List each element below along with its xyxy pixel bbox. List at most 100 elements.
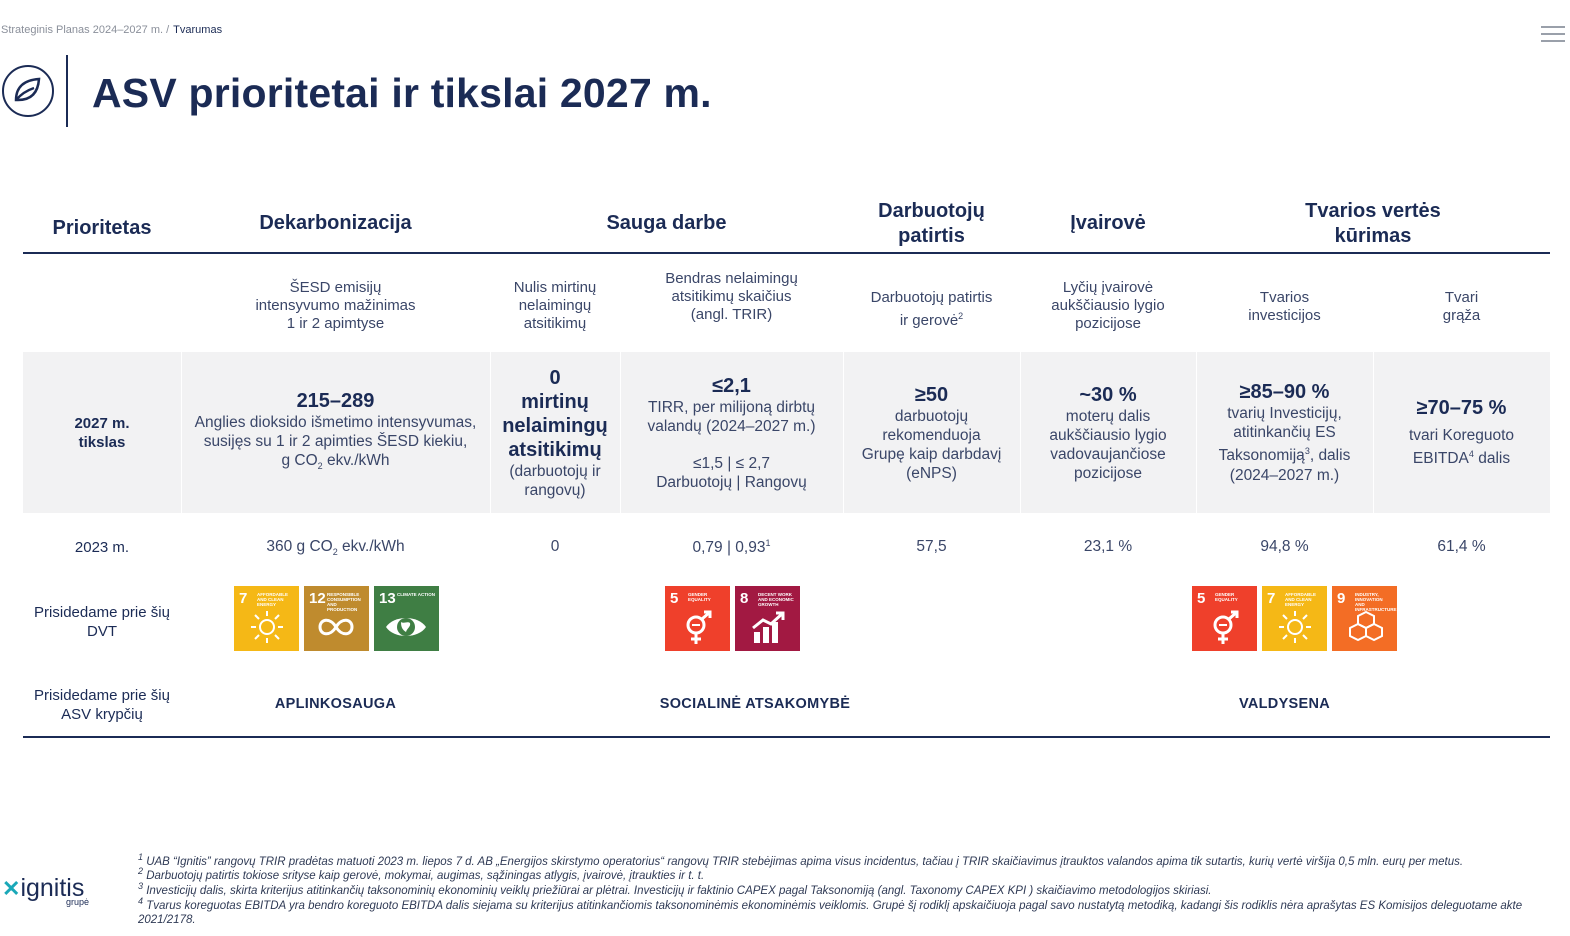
subheader-return-line: Tvari (1444, 289, 1479, 306)
target-gender-line: moterų dalis (1065, 407, 1151, 425)
ignitis-mark-icon: ✕ (2, 876, 21, 901)
target-fatal-line: rangovų) (524, 481, 586, 499)
target-trir-line: valandų (2024–2027 m.) (647, 417, 816, 435)
sdg-label-line: Prisidedame prie šių (34, 604, 170, 621)
sdg-title: AFFORDABLE AND CLEAN ENERGY (1285, 592, 1316, 607)
breadcrumb: Strateginis Planas 2024–2027 m. / Tvaruma… (1, 24, 222, 36)
unit-text: ekv./kWh (322, 451, 390, 469)
text: 0,79 | 0,93 (692, 539, 766, 557)
direction-governance: VALDYSENA (1238, 696, 1331, 712)
breadcrumb-parent[interactable]: Strateginis Planas 2024–2027 m. / (1, 24, 170, 36)
subheader-gender: Lyčių įvairovė aukščiausio lygio pozicij… (1020, 279, 1196, 333)
subheader-fatal-line: nelaimingų (518, 297, 592, 314)
hamburger-menu-icon[interactable] (1541, 26, 1565, 47)
target-fatal: 0 mirtinų nelaimingų atsitikimų (darbuot… (490, 352, 620, 513)
subheader-investments-line: Tvarios (1259, 289, 1310, 306)
actual-return: 61,4 % (1437, 538, 1486, 555)
breadcrumb-current[interactable]: Tvarumas (173, 24, 223, 36)
sdg-row-label: Prisidedame prie šių DVT (23, 603, 181, 641)
target-fatal-value: nelaimingų (502, 414, 608, 437)
target-experience-line: rekomenduoja (882, 426, 981, 444)
subheader-return: Tvari grąža (1373, 289, 1550, 325)
subheader-gender-line: Lyčių įvairovė (1062, 279, 1154, 296)
target-trir-split: ≤1,5 | ≤ 2,7 (692, 454, 771, 472)
text: Taksonomiją (1218, 447, 1305, 465)
footnote-number: 2 (138, 866, 144, 876)
header-priority: Prioritetas (52, 217, 152, 239)
target-investments-value: ≥85–90 % (1239, 381, 1330, 404)
footnote-text: Tvarus koreguotas EBITDA yra bendro kore… (138, 899, 1523, 927)
sdg-tile-5: 5 GENDER EQUALITY (1192, 586, 1257, 651)
target-trir-split-label: Darbuotojų | Rangovų (656, 473, 807, 491)
target-decarb-line: Anglies dioksido išmetimo intensyvumas, (194, 413, 477, 431)
sdg-tile-7: 7 AFFORDABLE AND CLEAN ENERGY (234, 586, 299, 651)
footnote-3: 3 Investicijų dalis, skirta kriterijus a… (138, 879, 1528, 898)
actual-row-label: 2023 m. (74, 539, 130, 556)
growth-chart-icon (752, 611, 785, 643)
target-fatal-value: atsitikimų (508, 438, 602, 461)
target-gender-value: ~30 % (1079, 383, 1137, 406)
column-separator (181, 352, 182, 513)
footnote-ref: 1 (765, 538, 771, 548)
target-experience-value: ≥50 (914, 383, 949, 406)
subheader-experience-line: Darbuotojų patirtis (870, 289, 993, 306)
title-divider (66, 55, 68, 127)
sdg-title: GENDER EQUALITY (1215, 592, 1238, 602)
subheader-investments-line: investicijos (1248, 307, 1321, 324)
target-return-line: tvari Koreguoto (1408, 427, 1515, 445)
target-gender-line: pozicijose (1073, 464, 1143, 482)
subheader-trir-line: (angl. TRIR) (690, 306, 773, 323)
target-experience-line: (eNPS) (906, 464, 957, 482)
sdg-tile-5: 5 GENDER EQUALITY (665, 586, 730, 651)
header-value-line1: Tvarios vertės (1305, 200, 1441, 222)
footnote-number: 3 (138, 881, 144, 891)
sdg-number: 5 (1197, 590, 1206, 607)
text: EBITDA (1412, 450, 1469, 468)
sun-icon (251, 611, 283, 643)
target-decarb-value: 215–289 (296, 389, 375, 412)
subheader-trir-line: atsitikimų skaičius (671, 288, 792, 305)
actual-gender: 23,1 % (1083, 538, 1133, 555)
unit-sub: 2 (317, 461, 323, 472)
sdg-title: AFFORDABLE AND CLEAN ENERGY (257, 592, 288, 607)
header-decarbonization: Dekarbonizacija (259, 212, 412, 234)
target-trir-line: TIRR, per milijoną dirbtų (647, 398, 816, 416)
target-return-value: ≥70–75 % (1416, 397, 1507, 420)
sdg-title: DECENT WORK AND ECONOMIC GROWTH (758, 592, 794, 607)
actual-trir: 0,79 | 0,931 (620, 538, 843, 557)
ignitis-logo: ✕ignitis (2, 874, 84, 903)
target-row-label: 2027 m. tikslas (23, 352, 181, 513)
subheader-trir: Bendras nelaimingų atsitikimų skaičius (… (620, 270, 843, 324)
target-experience: ≥50 darbuotojų rekomenduoja Grupę kaip d… (843, 352, 1020, 513)
target-investments-line: Taksonomiją3, dalis (1219, 442, 1351, 465)
text: , dalis (1309, 447, 1351, 465)
target-experience-line: darbuotojų (894, 407, 969, 425)
text: ekv./kWh (337, 538, 405, 555)
sdg-title: RESPONSIBLE CONSUMPTION AND PRODUCTION (327, 592, 361, 612)
target-return-line: EBITDA4 dalis (1413, 445, 1510, 468)
table-bottom-rule (23, 736, 1550, 738)
subheader-experience: Darbuotojų patirtis ir gerovė2 (843, 289, 1020, 330)
sdg-number: 8 (740, 590, 749, 607)
target-fatal-value: mirtinų (521, 390, 589, 413)
target-decarb-unit: g CO2 ekv./kWh (281, 451, 389, 476)
column-separator (1196, 352, 1197, 513)
sdg-tile-9: 9 INDUSTRY, INNOVATION AND INFRASTRUCTUR… (1332, 586, 1397, 651)
sdg-tile-12: 12 RESPONSIBLE CONSUMPTION AND PRODUCTIO… (304, 586, 369, 651)
footnote-ref: 4 (1468, 449, 1474, 460)
footnote-number: 1 (138, 852, 144, 862)
target-investments: ≥85–90 % tvarių Investicijų, atitinkanči… (1196, 352, 1373, 513)
header-sustainable-value: Tvarios vertės kūrimas (1196, 199, 1550, 249)
sdg-number: 13 (379, 590, 396, 607)
target-return: ≥70–75 % tvari Koreguoto EBITDA4 dalis (1373, 352, 1550, 513)
target-gender-line: aukščiausio lygio (1049, 426, 1167, 444)
subheader-fatal: Nulis mirtinų nelaimingų atsitikimų (490, 279, 620, 333)
footnote-4: 4 Tvarus koreguotas EBITDA yra bendro ko… (138, 894, 1528, 928)
footnote-text: Investicijų dalis, skirta kriterijus ati… (143, 884, 1212, 897)
direction-row-label: Prisidedame prie šių ASV krypčių (23, 686, 181, 724)
target-decarb: 215–289 Anglies dioksido išmetimo intens… (181, 352, 490, 513)
sdg-title: GENDER EQUALITY (688, 592, 711, 602)
sdg-number: 7 (1267, 590, 1276, 607)
unit-text: g CO (281, 451, 318, 469)
page-title: ASV prioritetai ir tikslai 2027 m. (92, 70, 712, 116)
